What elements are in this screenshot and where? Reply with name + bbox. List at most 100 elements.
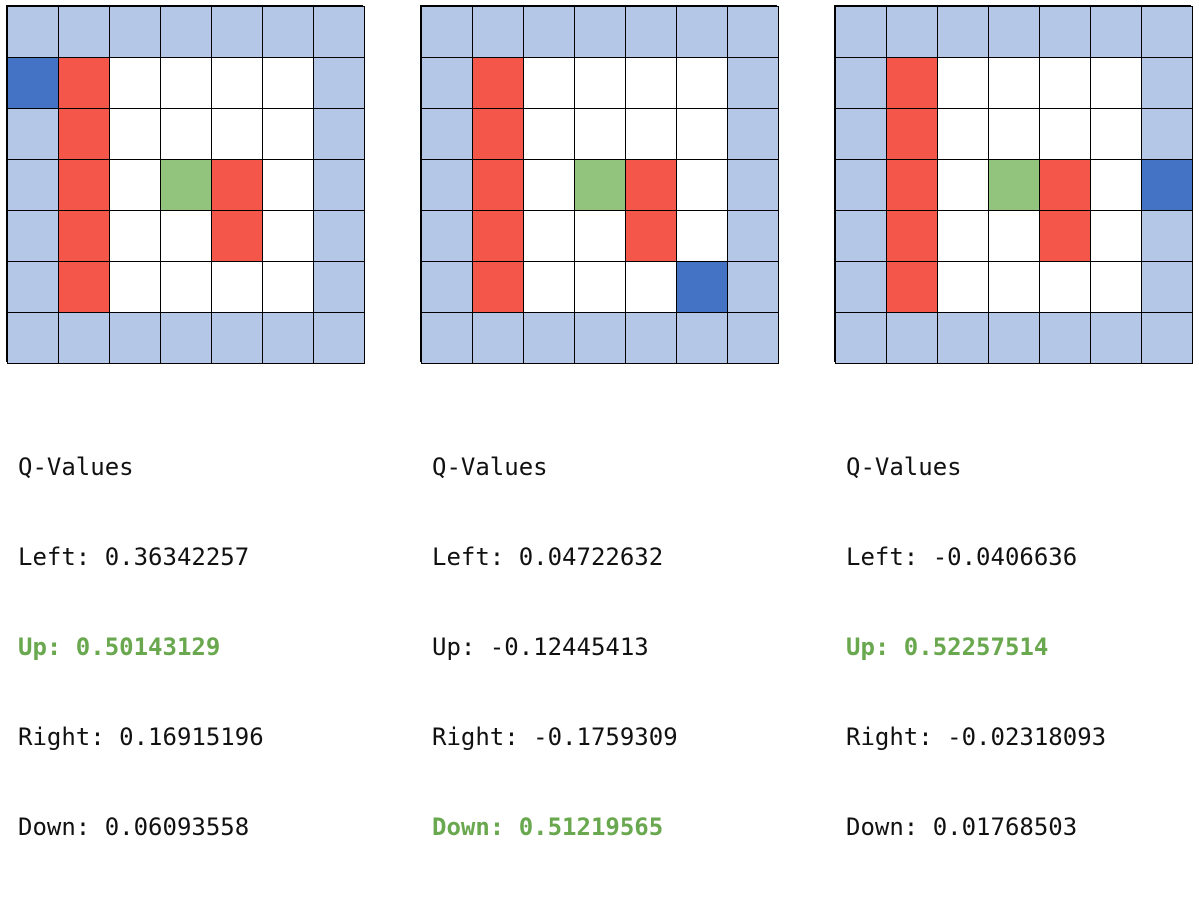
wall-cell (726, 107, 779, 160)
empty-cell (210, 56, 263, 109)
wall-cell (312, 311, 365, 364)
wall-cell (159, 5, 212, 58)
wall-cell (261, 311, 314, 364)
q-value-down: Down: 0.51219565 (432, 813, 664, 841)
wall-cell (159, 311, 212, 364)
wall-cell (834, 311, 887, 364)
wall-cell (834, 209, 887, 262)
hazard-cell (624, 209, 677, 262)
wall-cell (834, 158, 887, 211)
empty-cell (261, 56, 314, 109)
empty-cell (1038, 260, 1091, 313)
q-value-up: Up: 0.52257514 (846, 633, 1049, 661)
wall-cell (261, 5, 314, 58)
wall-cell (624, 311, 677, 364)
empty-cell (1038, 107, 1091, 160)
wall-cell (885, 5, 938, 58)
hazard-cell (471, 107, 524, 160)
q-value-left: Left: -0.0406636 (846, 543, 1078, 571)
empty-cell (987, 209, 1040, 262)
q-value-up: Up: -0.12445413 (432, 633, 649, 661)
wall-cell (1140, 5, 1193, 58)
wall-cell (6, 209, 59, 262)
empty-cell (675, 209, 728, 262)
wall-cell (210, 311, 263, 364)
goal-cell (987, 158, 1040, 211)
wall-cell (108, 311, 161, 364)
empty-cell (1038, 56, 1091, 109)
wall-cell (573, 5, 626, 58)
agent-cell (1140, 158, 1193, 211)
wall-cell (987, 5, 1040, 58)
wall-cell (522, 311, 575, 364)
wall-cell (1140, 209, 1193, 262)
empty-cell (1089, 158, 1142, 211)
wall-cell (312, 209, 365, 262)
wall-cell (726, 5, 779, 58)
wall-cell (675, 311, 728, 364)
wall-cell (624, 5, 677, 58)
agent-cell (675, 260, 728, 313)
empty-cell (987, 107, 1040, 160)
hazard-cell (1038, 209, 1091, 262)
wall-cell (6, 5, 59, 58)
empty-cell (522, 209, 575, 262)
wall-cell (57, 311, 110, 364)
wall-cell (726, 209, 779, 262)
q-values-title: Q-Values (432, 453, 548, 481)
empty-cell (261, 107, 314, 160)
hazard-cell (471, 158, 524, 211)
hazard-cell (885, 158, 938, 211)
gridworld-grid (834, 5, 1193, 364)
wall-cell (573, 311, 626, 364)
hazard-cell (57, 107, 110, 160)
wall-cell (312, 56, 365, 109)
gridworld-panel-3: Q-Values Left: -0.0406636 Up: 0.52257514… (834, 5, 1193, 902)
empty-cell (261, 260, 314, 313)
empty-cell (1089, 56, 1142, 109)
hazard-cell (1038, 158, 1091, 211)
wall-cell (312, 158, 365, 211)
wall-cell (420, 260, 473, 313)
wall-cell (1140, 56, 1193, 109)
q-value-right: Right: 0.16915196 (18, 723, 264, 751)
wall-cell (312, 260, 365, 313)
wall-cell (936, 5, 989, 58)
gridworld-grid (6, 5, 365, 364)
wall-cell (675, 5, 728, 58)
goal-cell (573, 158, 626, 211)
wall-cell (6, 260, 59, 313)
wall-cell (420, 209, 473, 262)
empty-cell (159, 56, 212, 109)
wall-cell (6, 158, 59, 211)
wall-cell (726, 158, 779, 211)
wall-cell (420, 5, 473, 58)
gridworld-grid (420, 5, 779, 364)
empty-cell (936, 260, 989, 313)
wall-cell (57, 5, 110, 58)
empty-cell (1089, 209, 1142, 262)
hazard-cell (210, 158, 263, 211)
q-value-down: Down: 0.01768503 (846, 813, 1078, 841)
empty-cell (573, 56, 626, 109)
q-value-left: Left: 0.36342257 (18, 543, 250, 571)
wall-cell (726, 311, 779, 364)
q-value-down: Down: 0.06093558 (18, 813, 250, 841)
empty-cell (261, 158, 314, 211)
empty-cell (987, 56, 1040, 109)
empty-cell (936, 209, 989, 262)
wall-cell (471, 311, 524, 364)
empty-cell (108, 260, 161, 313)
q-values-title: Q-Values (846, 453, 962, 481)
empty-cell (573, 209, 626, 262)
q-values-readout: Q-Values Left: 0.36342257 Up: 0.50143129… (18, 392, 363, 902)
empty-cell (210, 260, 263, 313)
empty-cell (573, 260, 626, 313)
wall-cell (312, 107, 365, 160)
empty-cell (675, 56, 728, 109)
wall-cell (108, 5, 161, 58)
wall-cell (1140, 311, 1193, 364)
agent-cell (6, 56, 59, 109)
empty-cell (522, 158, 575, 211)
empty-cell (936, 56, 989, 109)
